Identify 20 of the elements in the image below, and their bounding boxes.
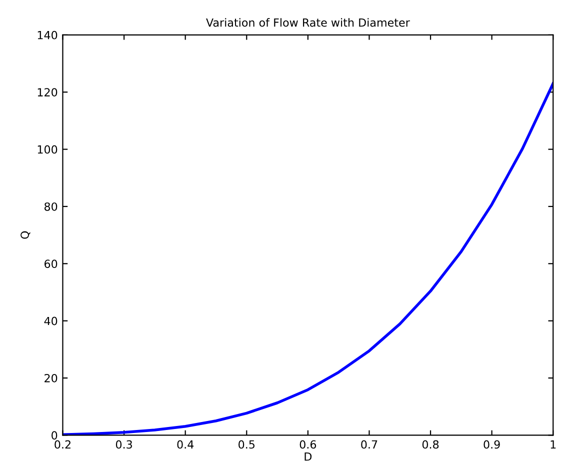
y-tick-label: 120 [38, 88, 58, 96]
x-tick-label: 0.8 [422, 440, 439, 449]
y-axis-title: Q [20, 231, 30, 239]
y-tick-label: 0 [52, 431, 58, 440]
x-tick-label: 0.5 [238, 440, 254, 449]
x-tick-label: 0.4 [177, 440, 194, 449]
x-tick-label: 0.6 [300, 440, 316, 449]
x-axis-title: D [304, 452, 312, 461]
chart-title: Variation of Flow Rate with Diameter [206, 18, 410, 27]
y-tick-label: 140 [38, 30, 58, 40]
y-tick-label: 60 [44, 260, 58, 268]
x-tick-label: 0.2 [54, 440, 70, 449]
x-tick-label: 0.3 [116, 440, 132, 449]
y-tick-label: 100 [38, 145, 58, 154]
x-tick-label: 1 [550, 440, 556, 448]
y-tick-label: 40 [44, 316, 58, 326]
x-tick-label: 0.7 [361, 440, 378, 449]
y-tick-label: 20 [44, 374, 58, 382]
x-tick-label: 0.9 [484, 440, 500, 449]
y-tick-label: 80 [44, 202, 58, 211]
